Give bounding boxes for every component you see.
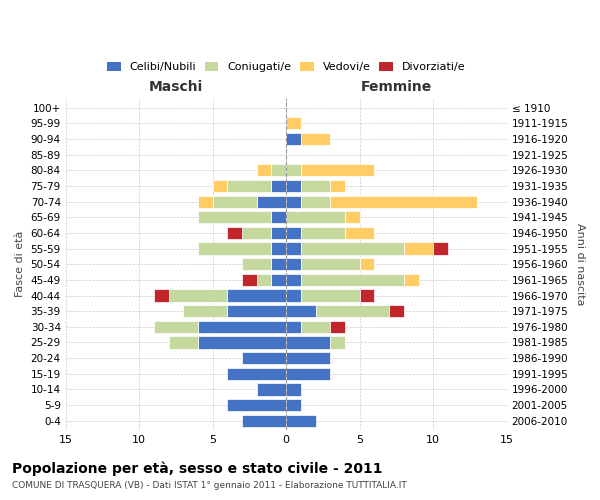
- Bar: [331, 336, 345, 348]
- Bar: [301, 196, 331, 207]
- Bar: [286, 242, 301, 254]
- Bar: [286, 290, 301, 302]
- Bar: [286, 352, 331, 364]
- Bar: [257, 196, 286, 207]
- Text: Femmine: Femmine: [361, 80, 432, 94]
- Bar: [301, 164, 374, 176]
- Bar: [286, 227, 301, 239]
- Bar: [227, 180, 271, 192]
- Bar: [271, 242, 286, 254]
- Bar: [286, 133, 301, 145]
- Bar: [301, 227, 345, 239]
- Bar: [227, 399, 286, 411]
- Bar: [286, 211, 345, 224]
- Bar: [242, 227, 271, 239]
- Bar: [404, 242, 433, 254]
- Bar: [271, 258, 286, 270]
- Bar: [198, 320, 286, 333]
- Text: COMUNE DI TRASQUERA (VB) - Dati ISTAT 1° gennaio 2011 - Elaborazione TUTTITALIA.: COMUNE DI TRASQUERA (VB) - Dati ISTAT 1°…: [12, 480, 407, 490]
- Bar: [301, 274, 404, 286]
- Bar: [286, 274, 301, 286]
- Bar: [331, 180, 345, 192]
- Bar: [227, 227, 242, 239]
- Bar: [286, 384, 301, 396]
- Bar: [286, 118, 301, 130]
- Bar: [404, 274, 419, 286]
- Text: Popolazione per età, sesso e stato civile - 2011: Popolazione per età, sesso e stato civil…: [12, 461, 383, 475]
- Text: Maschi: Maschi: [149, 80, 203, 94]
- Bar: [154, 320, 198, 333]
- Bar: [227, 305, 286, 318]
- Bar: [183, 305, 227, 318]
- Bar: [169, 336, 198, 348]
- Bar: [286, 180, 301, 192]
- Bar: [433, 242, 448, 254]
- Legend: Celibi/Nubili, Coniugati/e, Vedovi/e, Divorziati/e: Celibi/Nubili, Coniugati/e, Vedovi/e, Di…: [103, 58, 469, 77]
- Bar: [242, 414, 286, 427]
- Bar: [154, 290, 169, 302]
- Bar: [242, 352, 286, 364]
- Bar: [286, 414, 316, 427]
- Y-axis label: Fasce di età: Fasce di età: [15, 231, 25, 298]
- Bar: [212, 180, 227, 192]
- Bar: [198, 211, 271, 224]
- Bar: [301, 290, 360, 302]
- Bar: [257, 384, 286, 396]
- Bar: [198, 336, 286, 348]
- Bar: [286, 305, 316, 318]
- Bar: [316, 305, 389, 318]
- Bar: [301, 133, 331, 145]
- Bar: [331, 196, 478, 207]
- Y-axis label: Anni di nascita: Anni di nascita: [575, 223, 585, 306]
- Bar: [360, 258, 374, 270]
- Bar: [286, 399, 301, 411]
- Bar: [198, 196, 212, 207]
- Bar: [257, 274, 271, 286]
- Bar: [286, 196, 301, 207]
- Bar: [212, 196, 257, 207]
- Bar: [198, 242, 271, 254]
- Bar: [286, 320, 301, 333]
- Bar: [301, 320, 331, 333]
- Bar: [169, 290, 227, 302]
- Bar: [286, 368, 331, 380]
- Bar: [301, 180, 331, 192]
- Bar: [360, 290, 374, 302]
- Bar: [345, 211, 360, 224]
- Bar: [286, 336, 331, 348]
- Bar: [286, 164, 301, 176]
- Bar: [271, 180, 286, 192]
- Bar: [242, 274, 257, 286]
- Bar: [271, 227, 286, 239]
- Bar: [227, 290, 286, 302]
- Bar: [257, 164, 271, 176]
- Bar: [227, 368, 286, 380]
- Bar: [301, 242, 404, 254]
- Bar: [301, 258, 360, 270]
- Bar: [331, 320, 345, 333]
- Bar: [271, 211, 286, 224]
- Bar: [286, 258, 301, 270]
- Bar: [389, 305, 404, 318]
- Bar: [271, 164, 286, 176]
- Bar: [271, 274, 286, 286]
- Bar: [345, 227, 374, 239]
- Bar: [242, 258, 271, 270]
